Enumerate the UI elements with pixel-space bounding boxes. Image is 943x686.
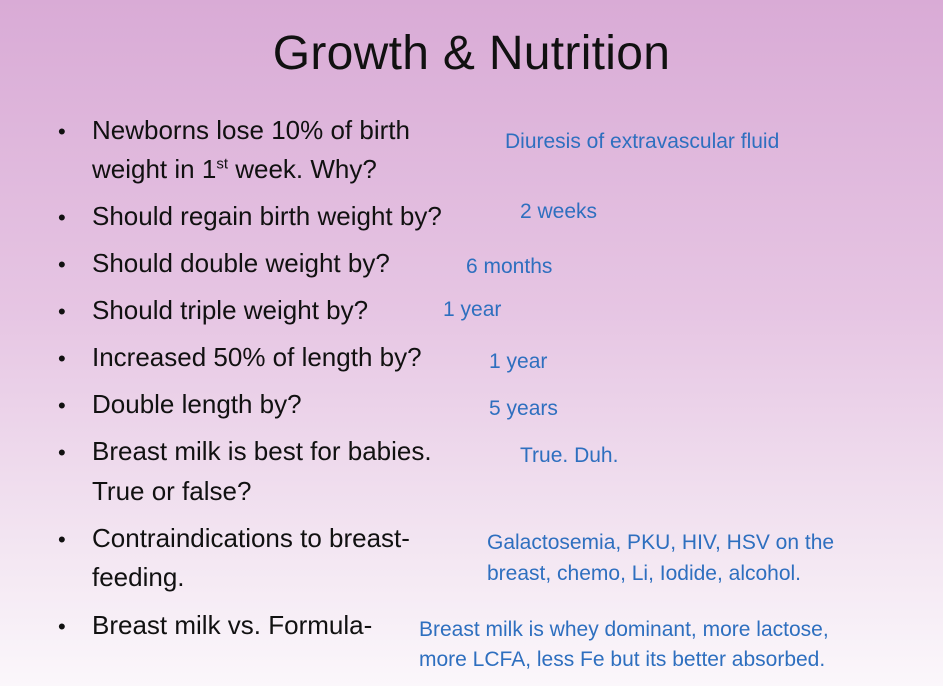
question-text: True or false?	[92, 476, 252, 506]
answer-text: Breast milk is whey dominant, more lacto…	[419, 618, 829, 641]
answer-text: 6 months	[466, 255, 553, 278]
question-text: feeding.	[92, 562, 185, 592]
answer-text: more LCFA, less Fe but its better absorb…	[419, 648, 826, 671]
question-text: Breast milk vs. Formula-	[92, 610, 373, 640]
answer-text: 2 weeks	[520, 200, 598, 223]
question-text: Newborns lose 10% of birth	[92, 115, 410, 145]
bullet-dot: •	[58, 252, 66, 277]
bullet-dot: •	[58, 346, 66, 371]
bullet-dot: •	[58, 614, 66, 639]
bullet-dot: •	[58, 205, 66, 230]
question-text-part: week. Why?	[227, 154, 377, 184]
bullet-dot: •	[58, 393, 66, 418]
slide-title: Growth & Nutrition	[272, 27, 671, 80]
answer-text: Diuresis of extravascular fluid	[505, 130, 780, 153]
ordinal-suffix: st	[216, 155, 228, 173]
bullet-dot: •	[58, 119, 66, 144]
question-text: Should triple weight by?	[92, 295, 369, 325]
answer-text: Galactosemia, PKU, HIV, HSV on the	[487, 531, 835, 554]
question-text: Should regain birth weight by?	[92, 201, 442, 231]
bullet-dot: •	[58, 299, 66, 324]
bullet-dot: •	[58, 527, 66, 552]
answer-text: 1 year	[489, 350, 548, 373]
answer-text: 5 years	[489, 397, 558, 420]
bullet-dot: •	[58, 440, 66, 465]
question-text: Should double weight by?	[92, 248, 390, 278]
answer-text: True. Duh.	[520, 444, 619, 467]
answer-text: 1 year	[443, 298, 502, 321]
question-text: Increased 50% of length by?	[92, 342, 422, 372]
answer-text: breast, chemo, Li, Iodide, alcohol.	[487, 562, 802, 585]
question-text: weight in 1st week. Why?	[92, 150, 377, 188]
question-text: Contraindications to breast-	[92, 523, 410, 553]
question-text-part: weight in 1	[92, 154, 217, 184]
question-text: Breast milk is best for babies.	[92, 436, 432, 466]
question-text: Double length by?	[92, 389, 302, 419]
